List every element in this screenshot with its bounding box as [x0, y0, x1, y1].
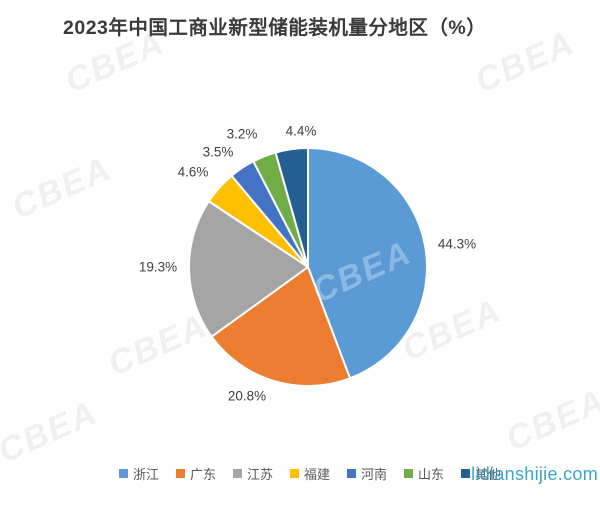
pie-slice-浙江: [307, 147, 428, 380]
legend-marker-icon: [404, 469, 414, 478]
legend-item-山东: 山东: [404, 464, 444, 483]
legend-marker-icon: [289, 469, 299, 478]
data-label-广东: 20.8%: [227, 388, 267, 404]
legend-label: 其他: [475, 467, 502, 482]
chart-legend: 浙江 广东 江苏 福建 河南 山东 其他: [10, 464, 600, 483]
site-watermark: lidianshijie.com: [471, 464, 598, 484]
pie-slice-其他: [274, 147, 309, 268]
legend-item-河南: 河南: [347, 464, 387, 483]
data-label-河南: 3.5%: [202, 144, 234, 160]
data-label-其他: 4.4%: [285, 123, 317, 139]
pie-slice-江苏: [188, 200, 309, 338]
legend-item-浙江: 浙江: [118, 464, 159, 483]
pie-slice-广东: [210, 266, 352, 387]
legend-label: 河南: [361, 467, 388, 482]
chart-title: 2023年中国工商业新型储能装机量分地区（%）: [63, 17, 487, 39]
data-label-浙江: 44.3%: [437, 236, 477, 252]
legend-label: 山东: [418, 467, 445, 482]
legend-marker-icon: [461, 469, 471, 478]
data-label-江苏: 19.3%: [138, 259, 178, 275]
legend-marker-icon: [175, 469, 185, 478]
legend-label: 广东: [189, 467, 216, 482]
data-label-山东: 3.2%: [226, 126, 258, 142]
legend-item-福建: 福建: [289, 464, 330, 483]
legend-item-广东: 广东: [175, 464, 216, 483]
legend-marker-icon: [232, 469, 242, 478]
legend-item-江苏: 江苏: [232, 464, 273, 483]
legend-label: 江苏: [246, 467, 273, 482]
legend-marker-icon: [347, 469, 356, 478]
legend-label: 浙江: [132, 467, 159, 482]
legend-label: 福建: [303, 467, 330, 482]
data-label-福建: 4.6%: [177, 164, 209, 180]
legend-marker-icon: [118, 469, 128, 478]
legend-item-其他: 其他: [461, 464, 501, 483]
